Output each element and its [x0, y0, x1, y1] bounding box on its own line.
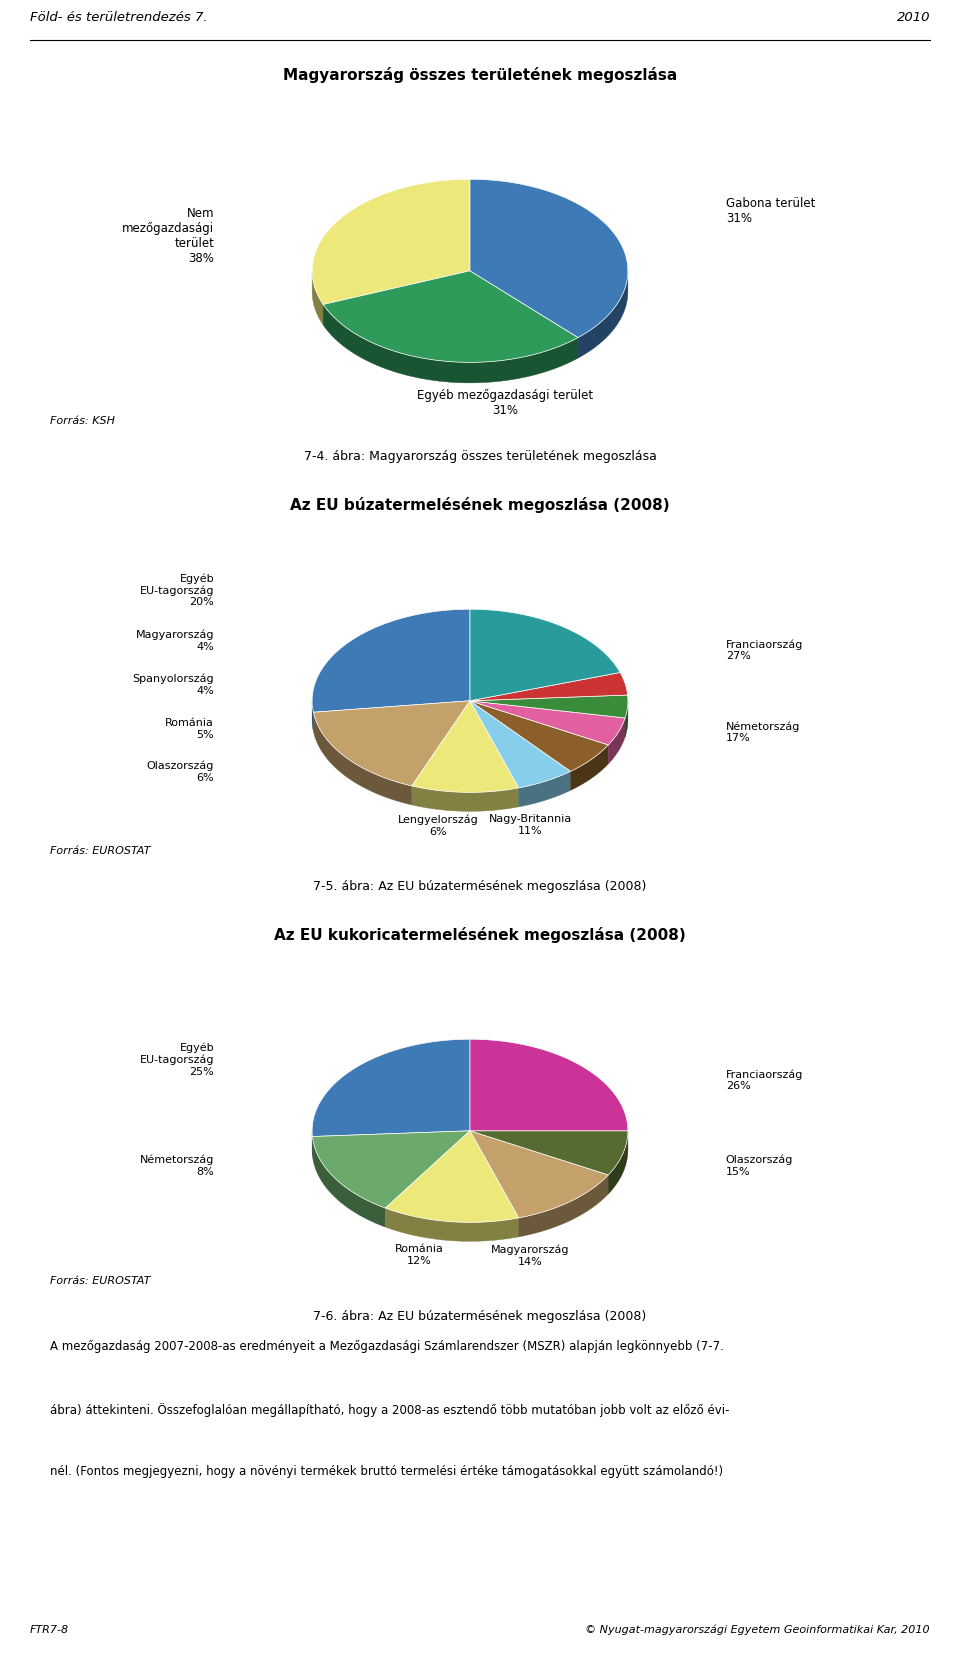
Polygon shape: [385, 1130, 518, 1222]
Polygon shape: [412, 701, 518, 792]
Text: 7-4. ábra: Magyarország összes területének megoszlása: 7-4. ábra: Magyarország összes területén…: [303, 450, 657, 463]
Text: Az EU kukoricatermelésének megoszlása (2008): Az EU kukoricatermelésének megoszlása (2…: [275, 926, 685, 943]
Polygon shape: [470, 1130, 609, 1218]
Text: Lengyelország
6%: Lengyelország 6%: [398, 815, 479, 837]
Text: 2010: 2010: [897, 12, 930, 23]
Polygon shape: [312, 609, 470, 712]
Polygon shape: [324, 304, 578, 383]
Polygon shape: [470, 179, 628, 337]
Text: © Nyugat-magyarországi Egyetem Geoinformatikai Kar, 2010: © Nyugat-magyarországi Egyetem Geoinform…: [586, 1625, 930, 1635]
Polygon shape: [385, 1208, 518, 1242]
Polygon shape: [609, 717, 625, 764]
Text: Franciaország
27%: Franciaország 27%: [726, 639, 804, 661]
Polygon shape: [312, 702, 313, 730]
Polygon shape: [518, 1175, 609, 1237]
Polygon shape: [324, 271, 578, 362]
Polygon shape: [312, 1130, 470, 1208]
Polygon shape: [470, 696, 628, 717]
Text: Egyéb mezőgazdasági terület
31%: Egyéb mezőgazdasági terület 31%: [417, 388, 592, 417]
Text: Egyéb
EU-tagország
25%: Egyéb EU-tagország 25%: [140, 1042, 214, 1077]
Polygon shape: [578, 272, 628, 359]
Text: Forrás: KSH: Forrás: KSH: [50, 417, 115, 427]
Polygon shape: [470, 1039, 628, 1130]
Text: Franciaország
26%: Franciaország 26%: [726, 1069, 804, 1091]
Text: ábra) áttekinteni. Összefoglalóan megállapítható, hogy a 2008-as esztendő több m: ábra) áttekinteni. Összefoglalóan megáll…: [50, 1403, 730, 1416]
Polygon shape: [313, 712, 412, 805]
Polygon shape: [625, 701, 628, 737]
Text: Olaszország
15%: Olaszország 15%: [726, 1154, 793, 1177]
Polygon shape: [412, 785, 518, 812]
Text: FTR7-8: FTR7-8: [30, 1625, 69, 1635]
Text: Az EU búzatermelésének megoszlása (2008): Az EU búzatermelésének megoszlása (2008): [290, 496, 670, 513]
Polygon shape: [313, 701, 470, 785]
Polygon shape: [470, 609, 620, 701]
Text: nél. (Fontos megjegyezni, hogy a növényi termékek bruttó termelési értéke támoga: nél. (Fontos megjegyezni, hogy a növényi…: [50, 1466, 723, 1479]
Text: 7-6. ábra: Az EU búzatermésének megoszlása (2008): 7-6. ábra: Az EU búzatermésének megoszlá…: [313, 1310, 647, 1323]
Text: Föld- és területrendezés 7.: Föld- és területrendezés 7.: [30, 12, 207, 23]
Text: Románia
12%: Románia 12%: [395, 1245, 444, 1267]
Polygon shape: [470, 672, 628, 701]
Text: Spanyolország
4%: Spanyolország 4%: [132, 674, 214, 696]
Text: Németország
17%: Németország 17%: [726, 722, 801, 744]
Polygon shape: [470, 701, 625, 745]
Polygon shape: [470, 1130, 628, 1175]
Polygon shape: [312, 1137, 385, 1227]
Text: Nem
mezőgazdasági
terület
38%: Nem mezőgazdasági terület 38%: [122, 208, 214, 266]
Text: Románia
5%: Románia 5%: [165, 719, 214, 740]
Text: Magyarország összes területének megoszlása: Magyarország összes területének megoszlá…: [283, 66, 677, 83]
Polygon shape: [470, 701, 570, 788]
Polygon shape: [570, 745, 609, 790]
Polygon shape: [312, 179, 470, 304]
Text: Nagy-Britannia
11%: Nagy-Britannia 11%: [489, 815, 571, 837]
Text: A mezőgazdaság 2007-2008-as eredményeit a Mezőgazdasági Számlarendszer (MSZR) al: A mezőgazdaság 2007-2008-as eredményeit …: [50, 1340, 724, 1353]
Text: 7-5. ábra: Az EU búzatermésének megoszlása (2008): 7-5. ábra: Az EU búzatermésének megoszlá…: [313, 880, 647, 893]
Polygon shape: [312, 1039, 470, 1137]
Polygon shape: [609, 1130, 628, 1194]
Polygon shape: [312, 272, 324, 325]
Text: Forrás: EUROSTAT: Forrás: EUROSTAT: [50, 1277, 151, 1286]
Text: Egyéb
EU-tagország
20%: Egyéb EU-tagország 20%: [140, 573, 214, 608]
Text: Magyarország
14%: Magyarország 14%: [491, 1245, 569, 1267]
Polygon shape: [470, 701, 609, 772]
Text: Németország
8%: Németország 8%: [140, 1154, 214, 1177]
Text: Gabona terület
31%: Gabona terület 31%: [726, 198, 815, 224]
Text: Magyarország
4%: Magyarország 4%: [135, 629, 214, 652]
Text: Forrás: EUROSTAT: Forrás: EUROSTAT: [50, 847, 151, 857]
Polygon shape: [518, 772, 570, 807]
Text: Olaszország
6%: Olaszország 6%: [147, 760, 214, 784]
